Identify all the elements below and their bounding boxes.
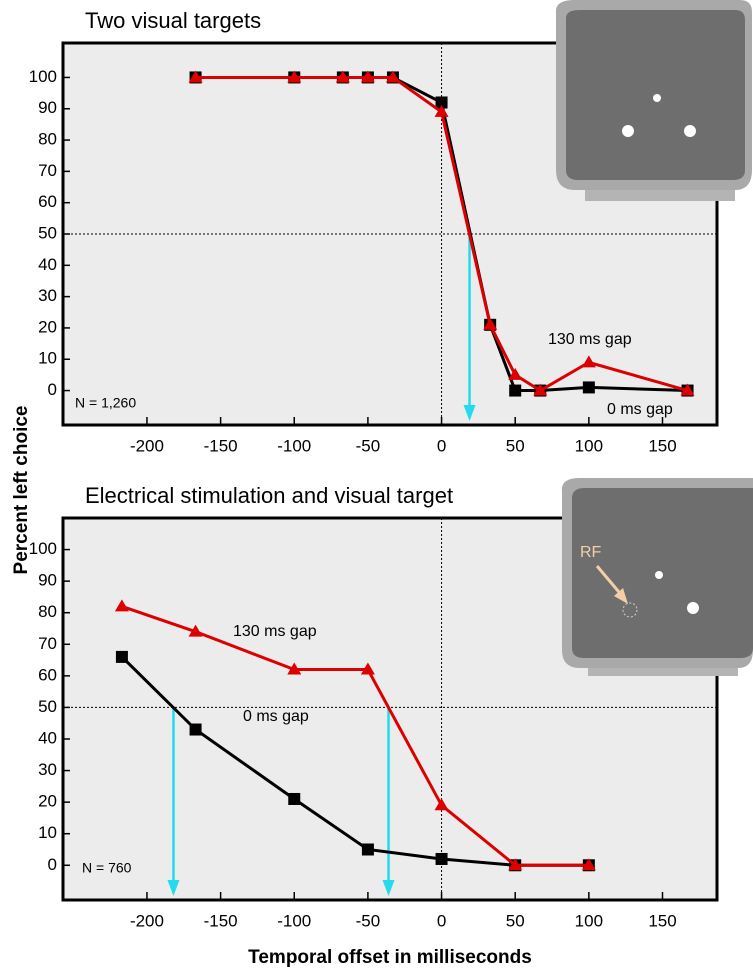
marker — [188, 70, 203, 83]
x-tick-label: 150 — [648, 911, 676, 930]
marker — [581, 355, 596, 368]
target — [687, 602, 699, 614]
y-tick-label: 100 — [29, 539, 57, 558]
y-tick-label: 90 — [38, 98, 57, 117]
marker — [361, 843, 374, 856]
y-tick-label: 40 — [38, 255, 57, 274]
marker — [189, 723, 202, 736]
x-tick-label: 0 — [437, 436, 446, 455]
marker — [360, 662, 375, 675]
y-tick-label: 40 — [38, 728, 57, 747]
plot-frame — [61, 516, 719, 902]
x-tick-label: -50 — [356, 436, 381, 455]
x-tick-label: -100 — [277, 436, 311, 455]
x-tick-label: -200 — [130, 911, 164, 930]
marker — [680, 383, 695, 396]
annotation: N = 1,260 — [75, 395, 136, 411]
receptive-field — [622, 602, 638, 618]
threshold-arrowhead — [463, 405, 476, 421]
x-tick-label: -150 — [204, 436, 238, 455]
y-tick-label: 70 — [38, 161, 57, 180]
annotation: 130 ms gap — [548, 331, 632, 348]
fixation-point — [655, 571, 663, 579]
y-tick-label: 80 — [38, 602, 57, 621]
x-axis-label: Temporal offset in milliseconds — [248, 947, 532, 968]
chart-title: Electrical stimulation and visual target — [85, 483, 453, 508]
x-tick-label: -100 — [277, 911, 311, 930]
marker — [509, 384, 522, 397]
x-tick-label: 50 — [506, 436, 525, 455]
x-tick-label: -200 — [130, 436, 164, 455]
marker — [435, 96, 448, 109]
y-tick-label: 60 — [38, 192, 57, 211]
y-tick-label: 30 — [38, 286, 57, 305]
y-tick-label: 80 — [38, 130, 57, 149]
marker — [287, 70, 302, 83]
marker — [335, 70, 350, 83]
annotation: 130 ms gap — [233, 623, 317, 640]
y-tick-label: 0 — [48, 380, 57, 399]
annotation: N = 760 — [82, 860, 132, 876]
y-tick-label: 0 — [48, 855, 57, 874]
inset-label: RF — [580, 544, 602, 561]
marker — [114, 599, 129, 612]
x-tick-label: 150 — [648, 436, 676, 455]
y-tick-label: 90 — [38, 571, 57, 590]
marker — [581, 858, 596, 871]
marker — [288, 792, 301, 805]
marker — [385, 70, 400, 83]
marker — [483, 317, 498, 330]
x-tick-label: 50 — [506, 911, 525, 930]
chart-title: Two visual targets — [85, 8, 261, 33]
marker — [582, 381, 595, 394]
x-tick-label: 100 — [575, 436, 603, 455]
marker — [533, 383, 548, 396]
marker — [434, 104, 449, 117]
target — [622, 125, 634, 137]
monitor-screen — [572, 488, 753, 658]
y-tick-label: 20 — [38, 792, 57, 811]
fixation-point — [653, 94, 661, 102]
x-tick-label: -50 — [356, 911, 381, 930]
x-tick-label: 100 — [575, 911, 603, 930]
threshold-arrowhead — [167, 880, 180, 896]
marker — [435, 852, 448, 865]
y-tick-label: 10 — [38, 823, 57, 842]
target — [684, 125, 696, 137]
marker — [360, 70, 375, 83]
marker — [115, 650, 128, 663]
inset-monitor — [555, 0, 752, 201]
x-tick-label: 0 — [437, 911, 446, 930]
y-tick-label: 50 — [38, 223, 57, 242]
y-tick-label: 20 — [38, 317, 57, 336]
x-tick-label: -150 — [204, 911, 238, 930]
y-tick-label: 10 — [38, 349, 57, 368]
inset-monitor: RF — [561, 478, 753, 676]
marker — [508, 367, 523, 380]
y-tick-label: 100 — [29, 67, 57, 86]
y-tick-label: 30 — [38, 760, 57, 779]
annotation: 0 ms gap — [607, 401, 673, 418]
annotation: 0 ms gap — [243, 708, 309, 725]
plot-frame — [61, 41, 719, 427]
marker — [287, 662, 302, 675]
marker — [434, 798, 449, 811]
y-axis-label: Percent left choice — [11, 406, 32, 575]
y-tick-label: 60 — [38, 665, 57, 684]
rf-arrowhead — [614, 588, 628, 604]
y-tick-label: 70 — [38, 634, 57, 653]
marker — [508, 858, 523, 871]
marker — [188, 624, 203, 637]
y-tick-label: 50 — [38, 697, 57, 716]
threshold-arrowhead — [382, 880, 395, 896]
